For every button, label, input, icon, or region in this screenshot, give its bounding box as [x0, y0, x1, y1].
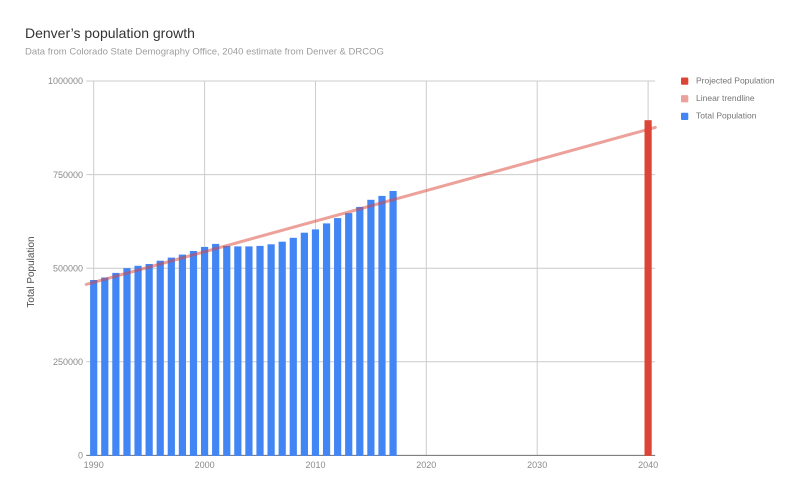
svg-text:Denver’s population growth: Denver’s population growth: [25, 25, 195, 41]
svg-text:Total Population: Total Population: [26, 236, 37, 307]
svg-text:2040: 2040: [638, 460, 658, 470]
svg-text:1000000: 1000000: [48, 76, 83, 86]
svg-text:0: 0: [78, 451, 83, 461]
svg-text:2030: 2030: [527, 460, 547, 470]
svg-text:750000: 750000: [53, 170, 83, 180]
svg-text:2000: 2000: [195, 460, 215, 470]
svg-text:2010: 2010: [305, 460, 325, 470]
svg-text:Total Population: Total Population: [696, 111, 757, 121]
svg-text:2020: 2020: [416, 460, 436, 470]
svg-text:500000: 500000: [53, 263, 83, 273]
svg-text:Linear trendline: Linear trendline: [696, 93, 755, 103]
svg-text:1990: 1990: [84, 460, 104, 470]
svg-text:250000: 250000: [53, 357, 83, 367]
svg-text:Projected Population: Projected Population: [696, 75, 775, 85]
svg-text:Data from Colorado State Demog: Data from Colorado State Demography Offi…: [25, 46, 384, 57]
